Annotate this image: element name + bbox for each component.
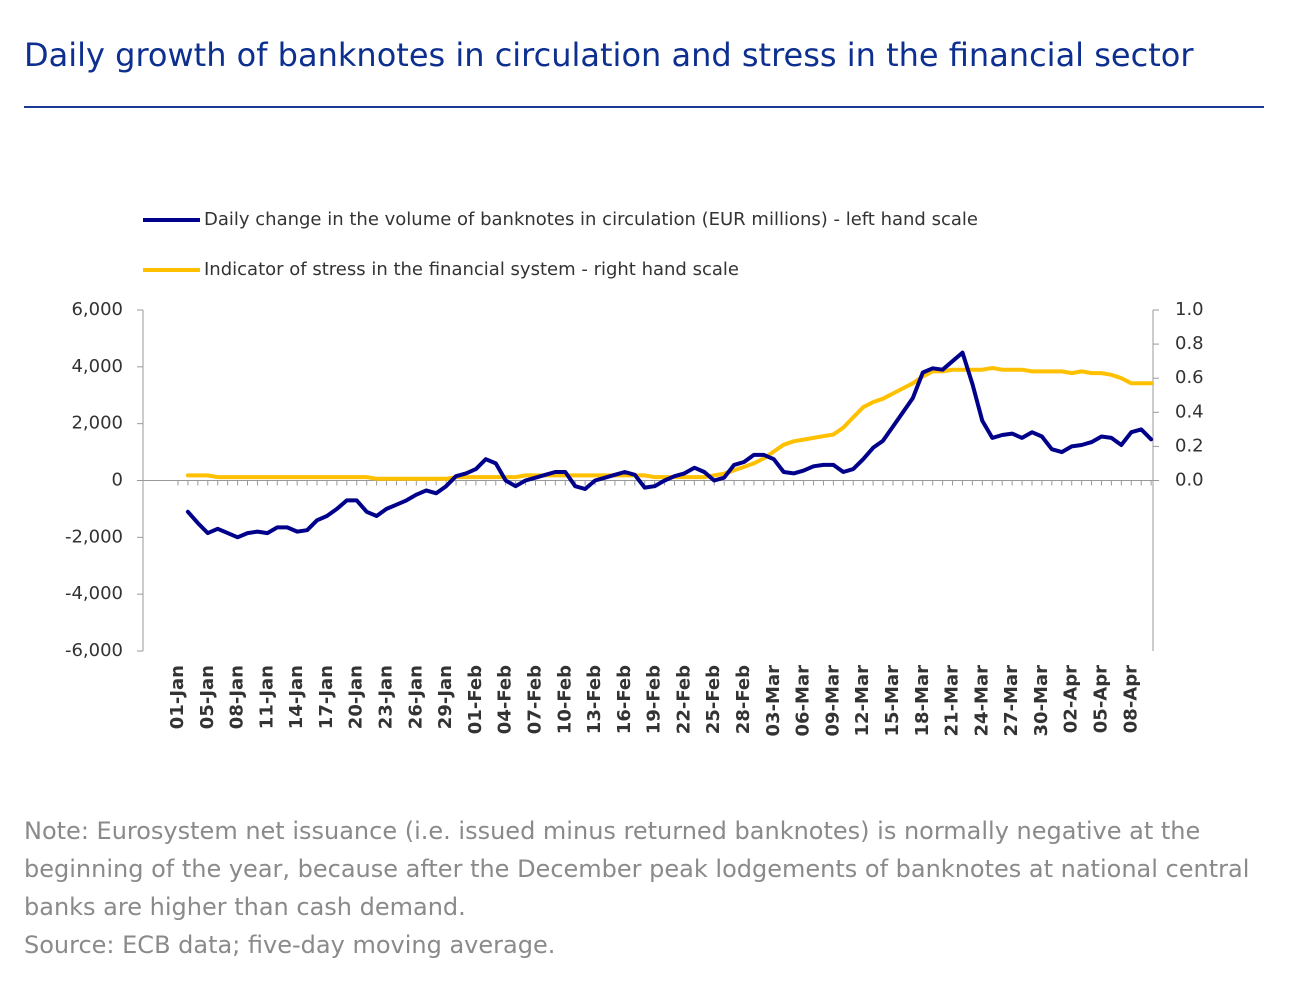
x-tick-label: 01-Feb (465, 665, 486, 734)
title-rule (24, 106, 1264, 108)
x-tick-label: 08-Jan (227, 665, 248, 729)
notes: Note: Eurosystem net issuance (i.e. issu… (24, 812, 1264, 964)
x-tick-label: 30-Mar (1031, 665, 1052, 737)
x-tick-label: 09-Mar (822, 665, 843, 737)
x-tick-label: 26-Jan (405, 665, 426, 729)
y-tick-label: -6,000 (65, 640, 123, 661)
series-line (185, 350, 1154, 540)
x-tick-label: 14-Jan (286, 665, 307, 729)
x-tick-label: 02-Apr (1061, 665, 1082, 733)
x-tick-label: 21-Mar (942, 665, 963, 737)
series-line (185, 366, 1154, 481)
legend-label: Indicator of stress in the financial sys… (204, 259, 739, 280)
note: Note: Eurosystem net issuance (i.e. issu… (24, 817, 1250, 921)
x-tick-label: 13-Feb (584, 665, 605, 734)
x-tick-label: 16-Feb (614, 665, 635, 734)
x-tick-label: 29-Jan (435, 665, 456, 729)
legend-label: Daily change in the volume of banknotes … (204, 209, 978, 230)
y-tick-label: -4,000 (65, 583, 123, 604)
x-tick-label: 25-Feb (703, 665, 724, 734)
x-tick-label: 04-Feb (495, 665, 516, 734)
chart-title: Daily growth of banknotes in circulation… (24, 36, 1194, 74)
x-tick-label: 03-Mar (763, 665, 784, 737)
x-tick-label: 15-Mar (882, 665, 903, 737)
x-tick-label: 10-Feb (554, 665, 575, 734)
x-tick-label: 24-Mar (971, 665, 992, 737)
x-tick-label: 08-Apr (1120, 665, 1141, 733)
y2-tick-label: 0.4 (1175, 401, 1204, 422)
x-tick-label: 28-Feb (733, 665, 754, 734)
y-tick-label: -2,000 (65, 526, 123, 547)
x-tick-label: 05-Apr (1090, 665, 1111, 733)
y2-tick-label: 0.8 (1175, 333, 1204, 354)
x-tick-label: 27-Mar (1001, 665, 1022, 737)
y2-tick-label: 0.2 (1175, 435, 1204, 456)
x-tick-label: 23-Jan (376, 665, 397, 729)
x-tick-label: 07-Feb (524, 665, 545, 734)
x-tick-label: 01-Jan (167, 665, 188, 729)
y2-tick-label: 0.6 (1175, 367, 1204, 388)
y-tick-label: 4,000 (71, 356, 123, 377)
chart: -6,000 -4,000 -2,000 0 2,000 4,000 6,000 0.0 0.2… (65, 209, 1204, 737)
x-tick-label: 11-Jan (256, 665, 277, 729)
source: Source: ECB data; five-day moving averag… (24, 931, 556, 959)
y2-tick-label: 0.0 (1175, 470, 1204, 491)
y-tick-label: 6,000 (71, 299, 123, 320)
x-tick-label: 18-Mar (912, 665, 933, 737)
x-tick-label: 17-Jan (316, 665, 337, 729)
x-tick-label: 12-Mar (852, 665, 873, 737)
x-tick-label: 05-Jan (197, 665, 218, 729)
y-tick-label: 0 (112, 470, 123, 491)
x-tick-label: 20-Jan (346, 665, 367, 729)
x-tick-label: 06-Mar (793, 665, 814, 737)
y2-tick-label: 1.0 (1175, 299, 1204, 320)
x-tick-label: 19-Feb (644, 665, 665, 734)
y-tick-label: 2,000 (71, 413, 123, 434)
x-tick-label: 22-Feb (673, 665, 694, 734)
